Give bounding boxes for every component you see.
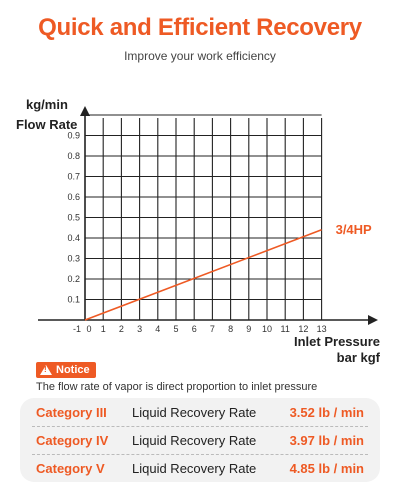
table-row: Category V Liquid Recovery Rate 4.85 lb … — [20, 454, 380, 482]
x-axis-arrow — [368, 315, 378, 325]
table-row: Category IV Liquid Recovery Rate 3.97 lb… — [20, 426, 380, 454]
x-tick-label: 0 — [86, 324, 91, 334]
series-line — [84, 229, 322, 321]
x-tick-label: -1 — [73, 324, 81, 334]
rate-value: 3.97 lb / min — [289, 432, 364, 448]
y-tick-label: 0.5 — [67, 213, 80, 223]
x-tick-label: 5 — [173, 324, 178, 334]
y-tick-label: 0.4 — [67, 233, 80, 243]
x-tick-label: 1 — [101, 324, 106, 334]
y-tick-label: 0.9 — [67, 131, 80, 141]
notice-badge: Notice — [36, 362, 96, 378]
flow-rate-chart: -1 0 1 2 3 4 5 6 7 8 9 10 11 12 130.10.20.30.40.50.60.… — [16, 97, 381, 365]
row-divider — [32, 426, 368, 427]
rate-value: 3.52 lb / min — [289, 404, 364, 420]
rate-label: Liquid Recovery Rate — [132, 432, 257, 448]
y-tick-label: 0.7 — [67, 172, 80, 182]
x-tick-label: 3 — [137, 324, 142, 334]
category-name: Category V — [36, 460, 105, 476]
x-axis-unit: bar kgf — [337, 350, 381, 365]
series-label: 3/4HP — [336, 222, 372, 237]
x-tick-label: 11 — [281, 324, 290, 334]
x-tick-label: 10 — [262, 324, 272, 334]
x-tick-label: 8 — [228, 324, 233, 334]
x-axis-label: Inlet Pressure — [294, 334, 380, 349]
category-name: Category IV — [36, 432, 109, 448]
x-tick-label: 13 — [317, 324, 327, 334]
recovery-rate-table: Category III Liquid Recovery Rate 3.52 l… — [20, 398, 380, 482]
x-tick-label: 4 — [155, 324, 160, 334]
x-tick-label: 2 — [119, 324, 124, 334]
notice-text: The flow rate of vapor is direct proport… — [36, 381, 318, 393]
rate-label: Liquid Recovery Rate — [132, 404, 257, 420]
x-tick-label: 6 — [192, 324, 197, 334]
y-tick-label: 0.1 — [67, 295, 80, 305]
notice-label: Notice — [56, 364, 90, 376]
x-tick-label: 12 — [298, 324, 308, 334]
y-axis-arrow — [80, 106, 90, 116]
y-tick-label: 0.3 — [67, 254, 80, 264]
table-row: Category III Liquid Recovery Rate 3.52 l… — [20, 398, 380, 426]
x-tick-label: 7 — [210, 324, 215, 334]
rate-label: Liquid Recovery Rate — [132, 460, 257, 476]
y-axis-unit: kg/min — [26, 97, 68, 112]
y-tick-label: 0.2 — [67, 274, 80, 284]
page-subtitle: Improve your work efficiency — [124, 49, 276, 63]
page-title: Quick and Efficient Recovery — [38, 14, 362, 41]
rate-value: 4.85 lb / min — [289, 460, 364, 476]
y-axis-label: Flow Rate — [16, 117, 77, 132]
y-tick-label: 0.8 — [67, 151, 80, 161]
warning-icon — [40, 365, 52, 375]
category-name: Category III — [36, 404, 107, 420]
x-tick-label: 9 — [246, 324, 251, 334]
y-tick-label: 0.6 — [67, 192, 80, 202]
row-divider — [32, 454, 368, 455]
